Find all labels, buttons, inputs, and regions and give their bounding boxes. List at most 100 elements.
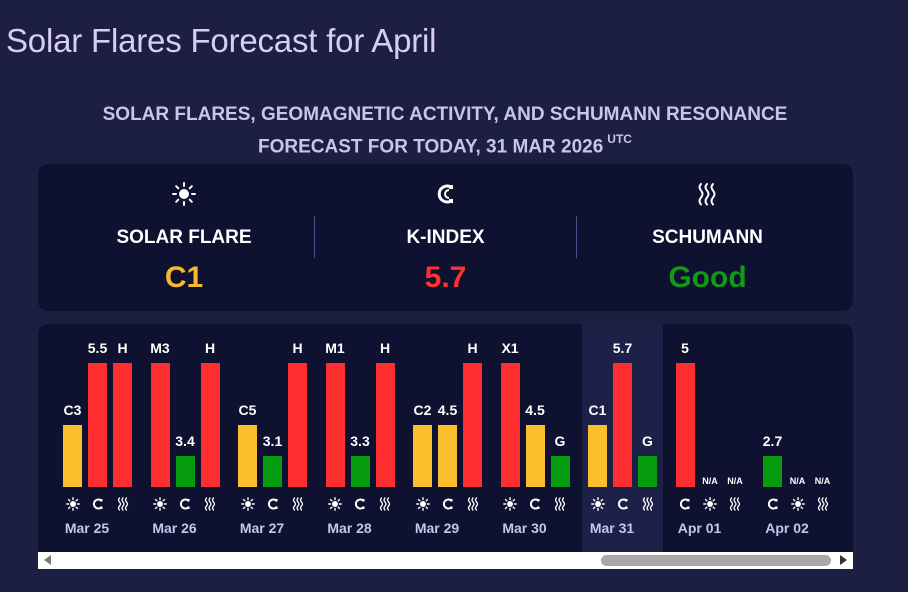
schumann-bar — [200, 363, 220, 487]
solar-bar-label: N/A — [789, 476, 806, 486]
kindex-bar — [88, 363, 107, 487]
kindex-bar-label: 2.7 — [762, 433, 783, 449]
solar-bar — [588, 425, 607, 487]
waves-icon — [813, 496, 833, 512]
schumann-bar — [550, 456, 570, 487]
day-date-label: Mar 28 — [327, 520, 372, 536]
schumann-bar-label: H — [117, 340, 128, 356]
sun-icon — [500, 496, 520, 512]
sun-icon — [788, 496, 808, 512]
utc-label: UTC — [607, 132, 632, 146]
waves-icon — [463, 496, 483, 512]
day-date-label: Apr 02 — [765, 520, 809, 536]
scroll-left-arrow-icon[interactable] — [44, 555, 51, 565]
solar-bar — [63, 425, 82, 487]
kindex-bar-label: 3.1 — [262, 433, 283, 449]
schumann-bar-label: H — [204, 340, 216, 356]
subtitle-line2: FORECAST FOR TODAY, 31 MAR 2026 — [258, 136, 604, 158]
summary-solar-flare: SOLAR FLARE C1 — [38, 164, 330, 311]
summary-k-index: K-INDEX 5.7 — [315, 164, 576, 311]
magnet-icon — [315, 181, 576, 207]
sun-icon — [63, 496, 83, 512]
schumann-bar-label: H — [292, 340, 303, 356]
magnet-icon — [438, 496, 458, 512]
summary-schumann: SCHUMANN Good — [577, 164, 838, 311]
kindex-bar — [525, 425, 545, 487]
schumann-bar-label: H — [379, 340, 391, 356]
solar-bar-label: N/A — [702, 476, 718, 486]
day-date-label: Mar 30 — [502, 520, 547, 536]
sun-icon — [325, 496, 345, 512]
magnet-icon — [350, 496, 370, 512]
solar-bar-label: X1 — [501, 340, 519, 356]
schumann-bar — [113, 363, 132, 487]
kindex-bar — [350, 456, 370, 487]
waves-icon — [638, 496, 658, 512]
summary-solar-label: SOLAR FLARE — [116, 227, 252, 248]
sun-icon — [588, 496, 608, 512]
solar-bar — [500, 363, 520, 487]
summary-schumann-value: Good — [668, 261, 747, 294]
solar-bar-label: C2 — [413, 402, 432, 418]
day-date-label: Mar 25 — [64, 520, 110, 536]
solar-bar-label: M3 — [150, 340, 170, 356]
kindex-bar-label: 5.5 — [87, 340, 108, 356]
summary-solar-value: C1 — [164, 261, 204, 294]
schumann-bar — [375, 363, 395, 487]
schumann-bar-label: G — [554, 433, 566, 449]
day-date-label: Mar 29 — [414, 520, 460, 536]
kindex-bar-label: 3.3 — [350, 433, 370, 449]
kindex-bar-label: 5 — [681, 340, 689, 356]
summary-panel: SOLAR FLARE C1 K-INDEX 5.7 SCHUMANN Good — [38, 164, 853, 311]
sun-icon — [413, 496, 433, 512]
forecast-timeline[interactable]: C3 5.5 H Mar 25 M3 3.4 H Mar 26 C5 3.1 H Mar 27 M1 3.… — [38, 324, 853, 552]
solar-bar-label: C5 — [238, 402, 257, 418]
day-date-label: Mar 27 — [239, 520, 285, 536]
schumann-bar — [638, 456, 657, 487]
kindex-bar-label: 3.4 — [175, 433, 195, 449]
summary-kindex-value: 5.7 — [424, 261, 467, 294]
sun-icon — [38, 181, 330, 207]
solar-bar — [238, 425, 257, 487]
page-title: Solar Flares Forecast for April — [6, 22, 437, 59]
solar-bar-label: C1 — [588, 402, 607, 418]
magnet-icon — [675, 496, 695, 512]
scrollbar-thumb[interactable] — [601, 555, 831, 566]
waves-icon — [200, 496, 220, 512]
solar-bar-label: M1 — [325, 340, 345, 356]
summary-schumann-label: SCHUMANN — [652, 227, 763, 248]
kindex-bar-label: 4.5 — [437, 402, 458, 418]
waves-icon — [577, 181, 838, 207]
magnet-icon — [525, 496, 545, 512]
kindex-bar — [175, 456, 195, 487]
forecast-subtitle: SOLAR FLARES, GEOMAGNETIC ACTIVITY, AND … — [0, 101, 890, 160]
scroll-right-arrow-icon[interactable] — [840, 555, 847, 565]
magnet-icon — [88, 496, 108, 512]
sun-icon — [700, 496, 720, 512]
waves-icon — [375, 496, 395, 512]
summary-kindex-label: K-INDEX — [406, 227, 485, 248]
magnet-icon — [763, 496, 783, 512]
kindex-bar — [675, 363, 695, 487]
magnet-icon — [613, 496, 633, 512]
magnet-icon — [175, 496, 195, 512]
schumann-bar-label: H — [467, 340, 478, 356]
summary-divider — [576, 216, 577, 258]
kindex-bar — [613, 363, 632, 487]
subtitle-line1: SOLAR FLARES, GEOMAGNETIC ACTIVITY, AND … — [102, 104, 788, 125]
waves-icon — [550, 496, 570, 512]
schumann-bar — [463, 363, 482, 487]
solar-bar-label: C3 — [63, 402, 82, 418]
schumann-bar-label: N/A — [727, 476, 743, 486]
solar-bar — [413, 425, 432, 487]
day-date-label: Mar 31 — [589, 520, 635, 536]
magnet-icon — [263, 496, 283, 512]
solar-bar — [150, 363, 170, 487]
schumann-bar — [288, 363, 307, 487]
subtitle-line2-wrap: FORECAST FOR TODAY, 31 MAR 2026 UTC — [0, 128, 890, 160]
kindex-bar — [263, 456, 282, 487]
timeline-scrollbar[interactable] — [38, 552, 853, 569]
waves-icon — [113, 496, 133, 512]
summary-divider — [314, 216, 315, 258]
kindex-bar-label: 4.5 — [525, 402, 545, 418]
